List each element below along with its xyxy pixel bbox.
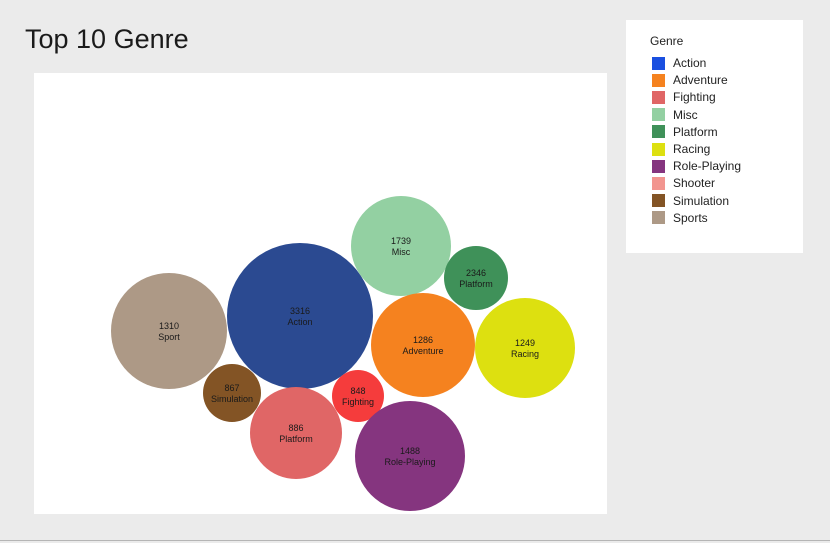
bubble-label: Adventure [402,346,443,356]
legend-swatch [652,142,665,156]
legend-label: Platform [673,124,718,139]
bubble-label: Fighting [342,397,374,407]
bubble-circle[interactable] [227,243,373,389]
legend-item-platform[interactable]: Platform [652,125,718,139]
bubble-chart-panel: 3316 Action 1739 Misc 2346 Platform 1310 Sport 1… [34,73,607,514]
bubble-value: 1488 [400,446,420,456]
bubble-label: Simulation [211,394,253,404]
legend-item-adventure[interactable]: Adventure [652,73,728,87]
bubble-value: 848 [350,386,365,396]
bubble-circle[interactable] [250,387,342,479]
legend-swatch [652,194,665,208]
legend-label: Racing [673,142,711,156]
legend: Genre Action Adventure Fighting Misc Platfor… [626,20,803,253]
legend-swatch [652,125,665,139]
legend-item-role-playing[interactable]: Role-Playing [652,159,741,173]
legend-item-misc[interactable]: Misc [652,108,698,122]
bubble-value: 3316 [290,306,310,316]
bubble-circle[interactable] [371,293,475,397]
legend-item-shooter[interactable]: Shooter [652,176,715,190]
legend-label: Misc [673,107,698,122]
legend-swatch [652,90,665,104]
bubble-circle[interactable] [203,364,261,422]
legend-swatch [652,159,665,173]
legend-item-action[interactable]: Action [652,56,706,70]
legend-item-racing[interactable]: Racing [652,142,710,156]
legend-label: Fighting [673,90,716,105]
bubble-label: Racing [511,349,539,359]
legend-item-fighting[interactable]: Fighting [652,90,716,104]
legend-item-simulation[interactable]: Simulation [652,194,729,208]
bubble-value: 1310 [159,321,179,331]
chart-title: Top 10 Genre [25,24,189,54]
bubble-circle[interactable] [355,401,465,511]
legend-item-sports[interactable]: Sports [652,211,708,225]
bubble-circle[interactable] [351,196,451,296]
legend-swatch [652,73,665,87]
bubble-circle[interactable] [111,273,227,389]
bubble-label: Sport [158,332,180,342]
bubble-value: 1739 [391,236,411,246]
bubble-label: Action [287,317,312,327]
bubble-label: Platform [459,279,493,289]
bubble-label: Misc [392,247,411,257]
bubble-value: 867 [224,383,239,393]
bubble-circle[interactable] [444,246,508,310]
bubble-label: Role-Playing [384,457,435,467]
legend-swatch [652,108,665,122]
bubble-circle[interactable] [475,298,575,398]
legend-label: Sports [673,210,708,225]
divider [0,540,830,541]
bubble-value: 886 [288,423,303,433]
legend-title: Genre [650,34,684,48]
legend-label: Role-Playing [673,159,742,174]
legend-label: Action [673,56,707,70]
legend-swatch [652,176,665,190]
bubble-value: 1249 [515,338,535,348]
legend-swatch [652,56,665,70]
legend-label: Shooter [673,176,716,191]
legend-label: Simulation [673,193,730,208]
bubble-label: Platform [279,434,313,444]
legend-label: Adventure [673,73,728,88]
bubble-value: 1286 [413,335,433,345]
bubble-value: 2346 [466,268,486,278]
legend-swatch [652,211,665,225]
bubble-circle[interactable] [332,370,384,422]
